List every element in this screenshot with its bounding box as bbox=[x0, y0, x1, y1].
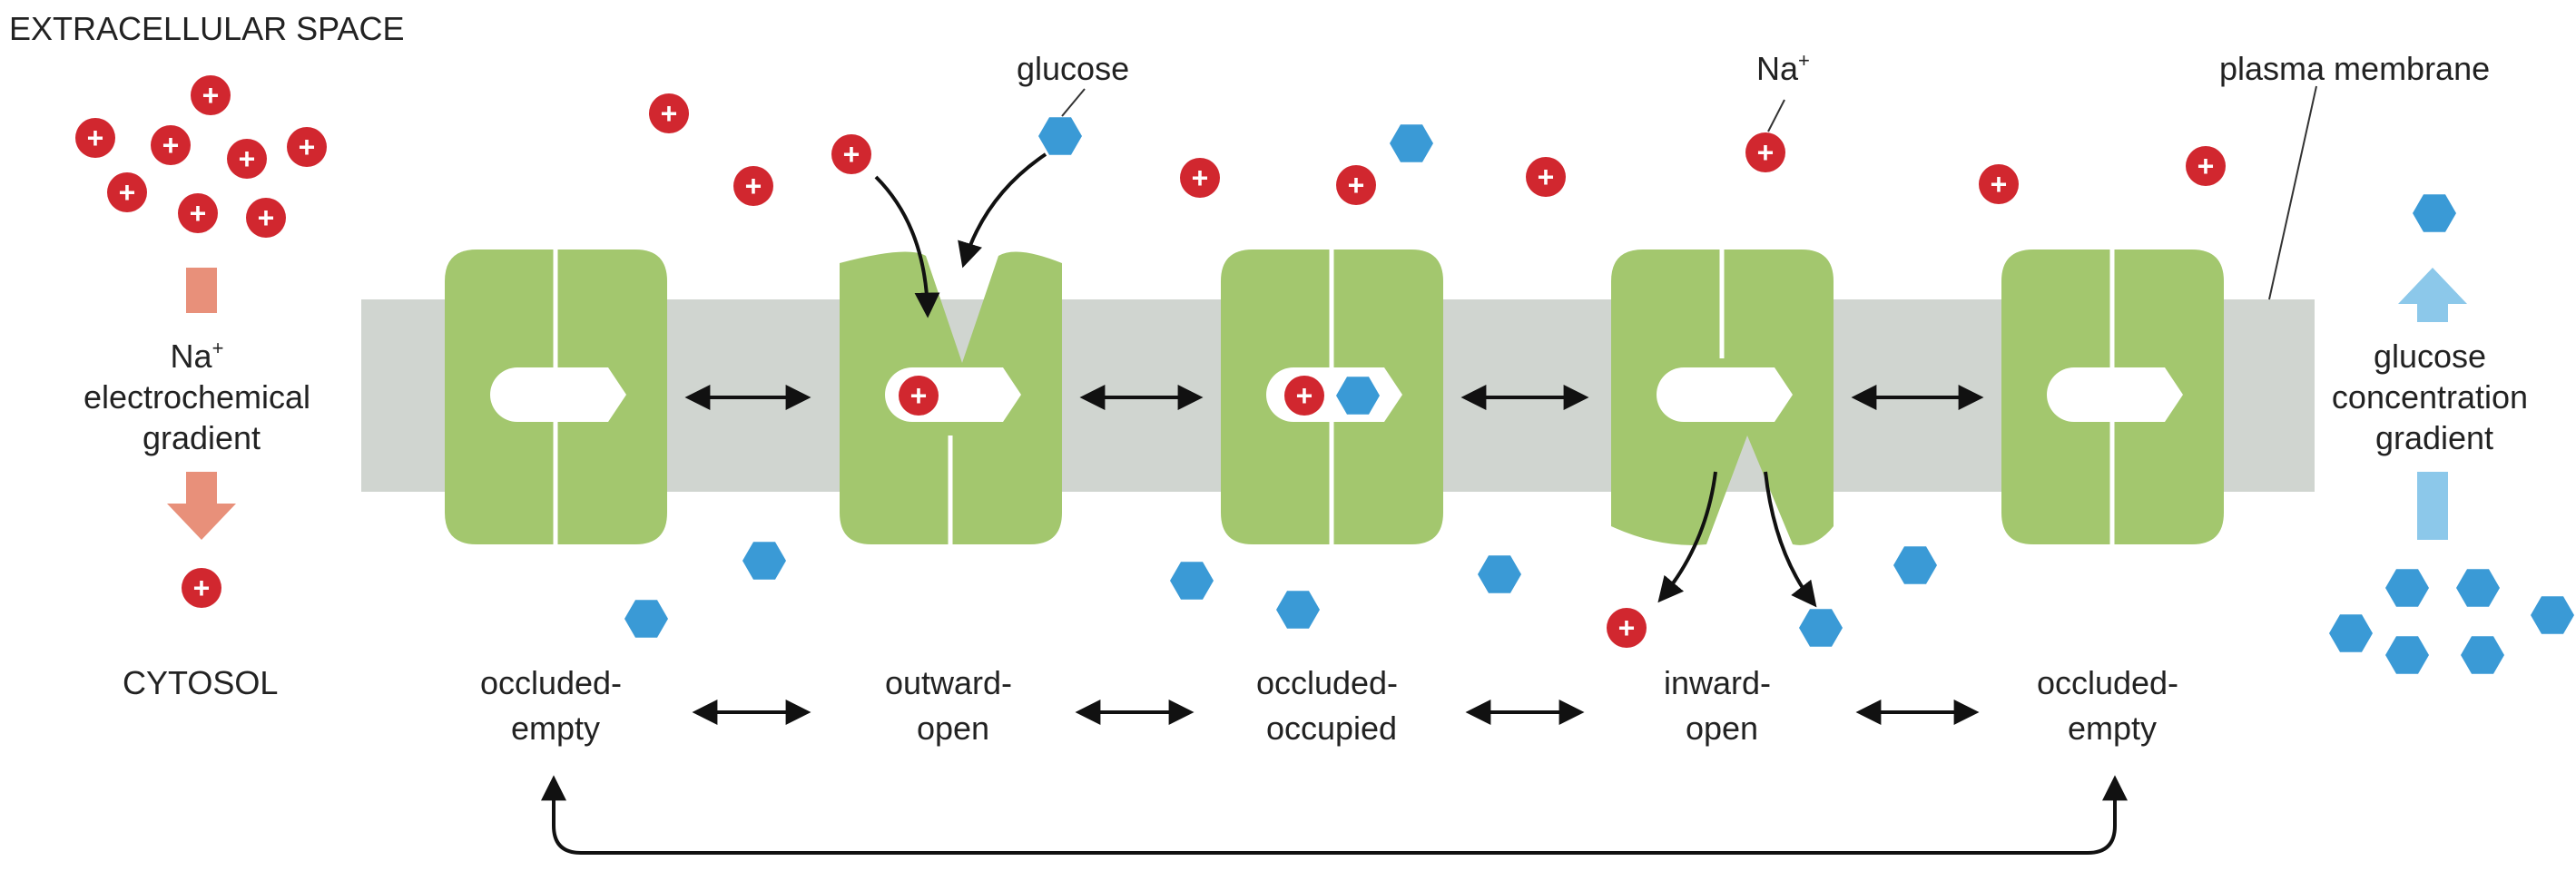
glucose-molecule-icon bbox=[2531, 596, 2574, 634]
na-gradient-label: Na+ electrochemical gradient bbox=[84, 325, 320, 456]
svg-text:+: + bbox=[910, 379, 928, 412]
sodium-ion-icon: + bbox=[1336, 165, 1376, 205]
svg-text:+: + bbox=[87, 122, 104, 154]
leader-lines bbox=[1061, 85, 2317, 300]
transporter-occluded-occupied bbox=[1221, 250, 1443, 544]
glucose-molecule-icon bbox=[1170, 562, 1214, 600]
glucose-molecule-icon bbox=[2329, 614, 2373, 652]
sodium-ion-icon: + bbox=[1745, 132, 1785, 172]
sodium-ion-icon: + bbox=[899, 376, 939, 416]
sodium-ion-icon: + bbox=[1526, 157, 1566, 197]
text-labels: EXTRACELLULAR SPACE CYTOSOL plasma membr… bbox=[9, 10, 2537, 747]
na-label: Na+ bbox=[1756, 49, 1810, 87]
glucose-molecule-icon bbox=[1038, 117, 1082, 155]
svg-text:+: + bbox=[162, 129, 180, 161]
return-arrow-icon bbox=[541, 775, 2128, 855]
plasma-membrane-label: plasma membrane bbox=[2219, 50, 2490, 87]
molecule-layer: ++ + + +++ +++++ + +++++ +++ bbox=[75, 75, 2574, 674]
state-label-4: inward- open bbox=[1664, 664, 1780, 747]
glucose-gradient-label: glucose concentration gradient bbox=[2332, 338, 2537, 456]
svg-text:+: + bbox=[1538, 161, 1555, 193]
glucose-molecule-icon bbox=[2413, 194, 2456, 232]
sodium-ion-icon: + bbox=[182, 568, 221, 608]
transporter-occluded-empty-1 bbox=[445, 250, 667, 544]
glucose-exit-arrow-icon bbox=[1764, 471, 1817, 608]
sodium-ion-icon: + bbox=[107, 172, 147, 212]
svg-text:+: + bbox=[190, 197, 207, 230]
sodium-ion-icon: + bbox=[178, 193, 218, 233]
svg-text:+: + bbox=[2197, 150, 2215, 182]
svg-text:+: + bbox=[299, 131, 316, 163]
sodium-ion-icon: + bbox=[287, 127, 327, 167]
sodium-ion-icon: + bbox=[75, 118, 115, 158]
glucose-molecule-icon bbox=[2385, 569, 2429, 607]
glucose-molecule-icon bbox=[2385, 636, 2429, 674]
glucose-molecule-icon bbox=[2461, 636, 2504, 674]
na-gradient-arrow bbox=[167, 268, 236, 540]
state-label-3: occluded- occupied bbox=[1256, 664, 1407, 747]
sodium-ion-icon: + bbox=[191, 75, 231, 115]
glucose-molecule-icon bbox=[1478, 555, 1521, 593]
glucose-molecule-icon bbox=[1336, 377, 1380, 415]
svg-text:+: + bbox=[119, 176, 136, 209]
sodium-ion-icon: + bbox=[1180, 158, 1220, 198]
transporter-outward-open bbox=[840, 251, 1062, 544]
sodium-ion-icon: + bbox=[151, 125, 191, 165]
glucose-gradient-arrow bbox=[2398, 268, 2467, 540]
glucose-molecule-icon bbox=[742, 542, 786, 580]
cytosol-label: CYTOSOL bbox=[123, 664, 278, 701]
extracellular-label: EXTRACELLULAR SPACE bbox=[9, 10, 404, 47]
svg-text:+: + bbox=[239, 142, 256, 175]
state-label-2: outward- open bbox=[885, 664, 1021, 747]
glucose-entry-arrow-icon bbox=[958, 152, 1047, 269]
glucose-molecule-icon bbox=[624, 600, 668, 638]
svg-text:+: + bbox=[1991, 168, 2008, 201]
glucose-molecule-icon bbox=[2456, 569, 2500, 607]
sodium-ion-icon: + bbox=[649, 93, 689, 133]
state-label-5: occluded- empty bbox=[2037, 664, 2188, 747]
sodium-ion-icon: + bbox=[246, 198, 286, 238]
svg-text:+: + bbox=[1348, 169, 1365, 201]
svg-text:+: + bbox=[843, 138, 860, 171]
sodium-ion-icon: + bbox=[1979, 164, 2019, 204]
na-exit-arrow-icon bbox=[1657, 471, 1717, 603]
transporter-occluded-empty-2 bbox=[2001, 250, 2224, 544]
glucose-molecule-icon bbox=[1893, 546, 1937, 584]
svg-text:+: + bbox=[258, 201, 275, 234]
sodium-ion-icon: + bbox=[1607, 608, 1647, 648]
sodium-ion-icon: + bbox=[227, 139, 267, 179]
glucose-molecule-icon bbox=[1799, 609, 1843, 647]
glucose-molecule-icon bbox=[1276, 591, 1320, 629]
glucose-molecule-icon bbox=[1390, 124, 1433, 162]
sodium-ion-icon: + bbox=[1284, 376, 1324, 416]
svg-text:+: + bbox=[202, 79, 220, 112]
svg-text:+: + bbox=[1618, 612, 1636, 644]
glucose-label: glucose bbox=[1017, 50, 1129, 87]
svg-text:+: + bbox=[745, 170, 762, 202]
svg-text:+: + bbox=[193, 572, 211, 604]
state-label-1: occluded- empty bbox=[480, 664, 631, 747]
na-entry-arrow-icon bbox=[874, 175, 940, 318]
svg-text:+: + bbox=[1296, 379, 1313, 412]
state-arrows bbox=[541, 152, 2128, 855]
transporter-inward-open bbox=[1611, 250, 1834, 545]
sodium-ion-icon: + bbox=[2186, 146, 2226, 186]
sodium-ion-icon: + bbox=[831, 134, 871, 174]
svg-text:+: + bbox=[1192, 161, 1209, 194]
sodium-ion-icon: + bbox=[733, 166, 773, 206]
svg-text:+: + bbox=[1757, 136, 1775, 169]
svg-text:+: + bbox=[661, 97, 678, 130]
